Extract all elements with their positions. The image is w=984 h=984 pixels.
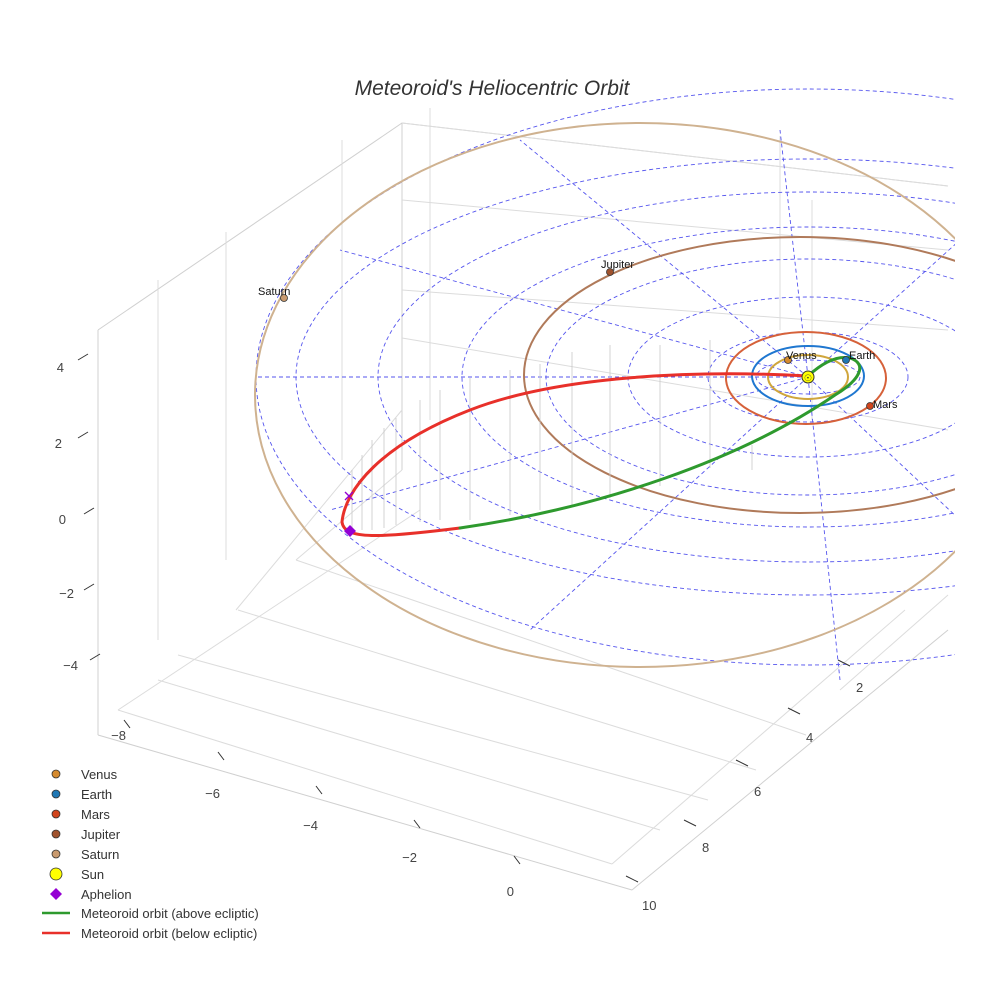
orbit-jupiter (523, 236, 955, 514)
planet-label-saturn: Saturn (258, 286, 290, 298)
legend-label: Mars (81, 807, 110, 822)
planet-marker-jupiter (606, 268, 614, 276)
grid-ring (461, 226, 955, 528)
legend-item[interactable]: Saturn (51, 847, 119, 862)
sun-symbol: ☉ (804, 373, 812, 383)
planet-label-mars: Mars (873, 399, 898, 411)
planet-marker-saturn (280, 294, 288, 302)
legend-label: Aphelion (81, 887, 132, 902)
legend-item[interactable]: Meteoroid orbit (below ecliptic) (42, 926, 257, 941)
aphelion-diamond (344, 525, 356, 537)
grid-spoke (779, 129, 809, 378)
grid-spoke (807, 243, 955, 378)
grid-spoke (329, 376, 809, 511)
legend-label: Meteoroid orbit (below ecliptic) (81, 926, 257, 941)
legend-marker-sun (49, 867, 63, 881)
z-tick: −4 (63, 658, 78, 673)
orbit-venus (767, 354, 849, 400)
legend-label: Sun (81, 867, 104, 882)
legend-item[interactable]: Jupiter (51, 827, 121, 842)
legend-marker-jupiter (51, 829, 61, 839)
legend-label: Meteoroid orbit (above ecliptic) (81, 906, 259, 921)
legend-label: Earth (81, 787, 112, 802)
legend-marker-earth (51, 789, 61, 799)
legend-item[interactable]: Earth (51, 787, 112, 802)
planet-markers: Venus Earth Mars Jupiter Saturn (258, 259, 898, 411)
legend-marker-venus (51, 769, 61, 779)
meteoroid-orbit-above (458, 355, 862, 530)
legend-label: Jupiter (81, 827, 121, 842)
x-tick: −8 (111, 728, 126, 743)
y-axis: 2 4 6 8 10 (625, 659, 863, 913)
z-tick: 2 (55, 436, 62, 451)
planet-orbits (254, 122, 955, 668)
gray-grid (117, 108, 949, 865)
legend-marker-saturn (51, 849, 61, 859)
y-tick: 10 (642, 898, 656, 913)
orbit-earth (751, 345, 865, 407)
orbit-mars (725, 331, 887, 425)
z-axis: 4 2 0 −2 −4 (55, 353, 101, 673)
legend-label: Saturn (81, 847, 119, 862)
x-tick: 0 (507, 884, 514, 899)
legend-marker-aphelion (50, 888, 62, 900)
x-tick: −6 (205, 786, 220, 801)
x-axis: −8 −6 −4 −2 0 (111, 719, 521, 899)
x-tick: −4 (303, 818, 318, 833)
orbit-saturn (254, 122, 955, 668)
grid-spoke (519, 139, 809, 378)
legend-item[interactable]: Venus (51, 767, 118, 782)
planet-label-jupiter: Jupiter (601, 259, 634, 271)
y-tick: 4 (806, 730, 813, 745)
planet-marker-earth (842, 356, 850, 364)
aphelion-marker (344, 491, 356, 537)
planet-marker-venus (784, 356, 792, 364)
grid-spoke (339, 249, 809, 378)
z-tick: 0 (59, 512, 66, 527)
legend-item[interactable]: Meteoroid orbit (above ecliptic) (42, 906, 259, 921)
z-tick: 4 (57, 360, 64, 375)
meteoroid-orbit-below (340, 372, 810, 537)
y-tick: 8 (702, 840, 709, 855)
legend-label: Venus (81, 767, 118, 782)
drop-lines (351, 340, 753, 530)
chart-title: Meteoroid's Heliocentric Orbit (355, 77, 631, 100)
z-tick: −2 (59, 586, 74, 601)
legend-item[interactable]: Sun (49, 867, 104, 882)
planet-label-earth: Earth (849, 350, 875, 362)
y-tick: 6 (754, 784, 761, 799)
x-tick: −2 (402, 850, 417, 865)
sun-marker: ☉ (801, 370, 815, 384)
legend-item[interactable]: Aphelion (50, 887, 132, 902)
legend: Venus Earth Mars Jupiter Saturn Sun Aphe… (42, 767, 259, 941)
aphelion-projection-x (344, 491, 354, 501)
legend-item[interactable]: Mars (51, 807, 110, 822)
legend-marker-mars (51, 809, 61, 819)
meteoroid-orbit (340, 355, 862, 537)
planet-label-venus: Venus (786, 350, 817, 362)
planet-marker-mars (866, 402, 874, 410)
y-tick: 2 (856, 680, 863, 695)
